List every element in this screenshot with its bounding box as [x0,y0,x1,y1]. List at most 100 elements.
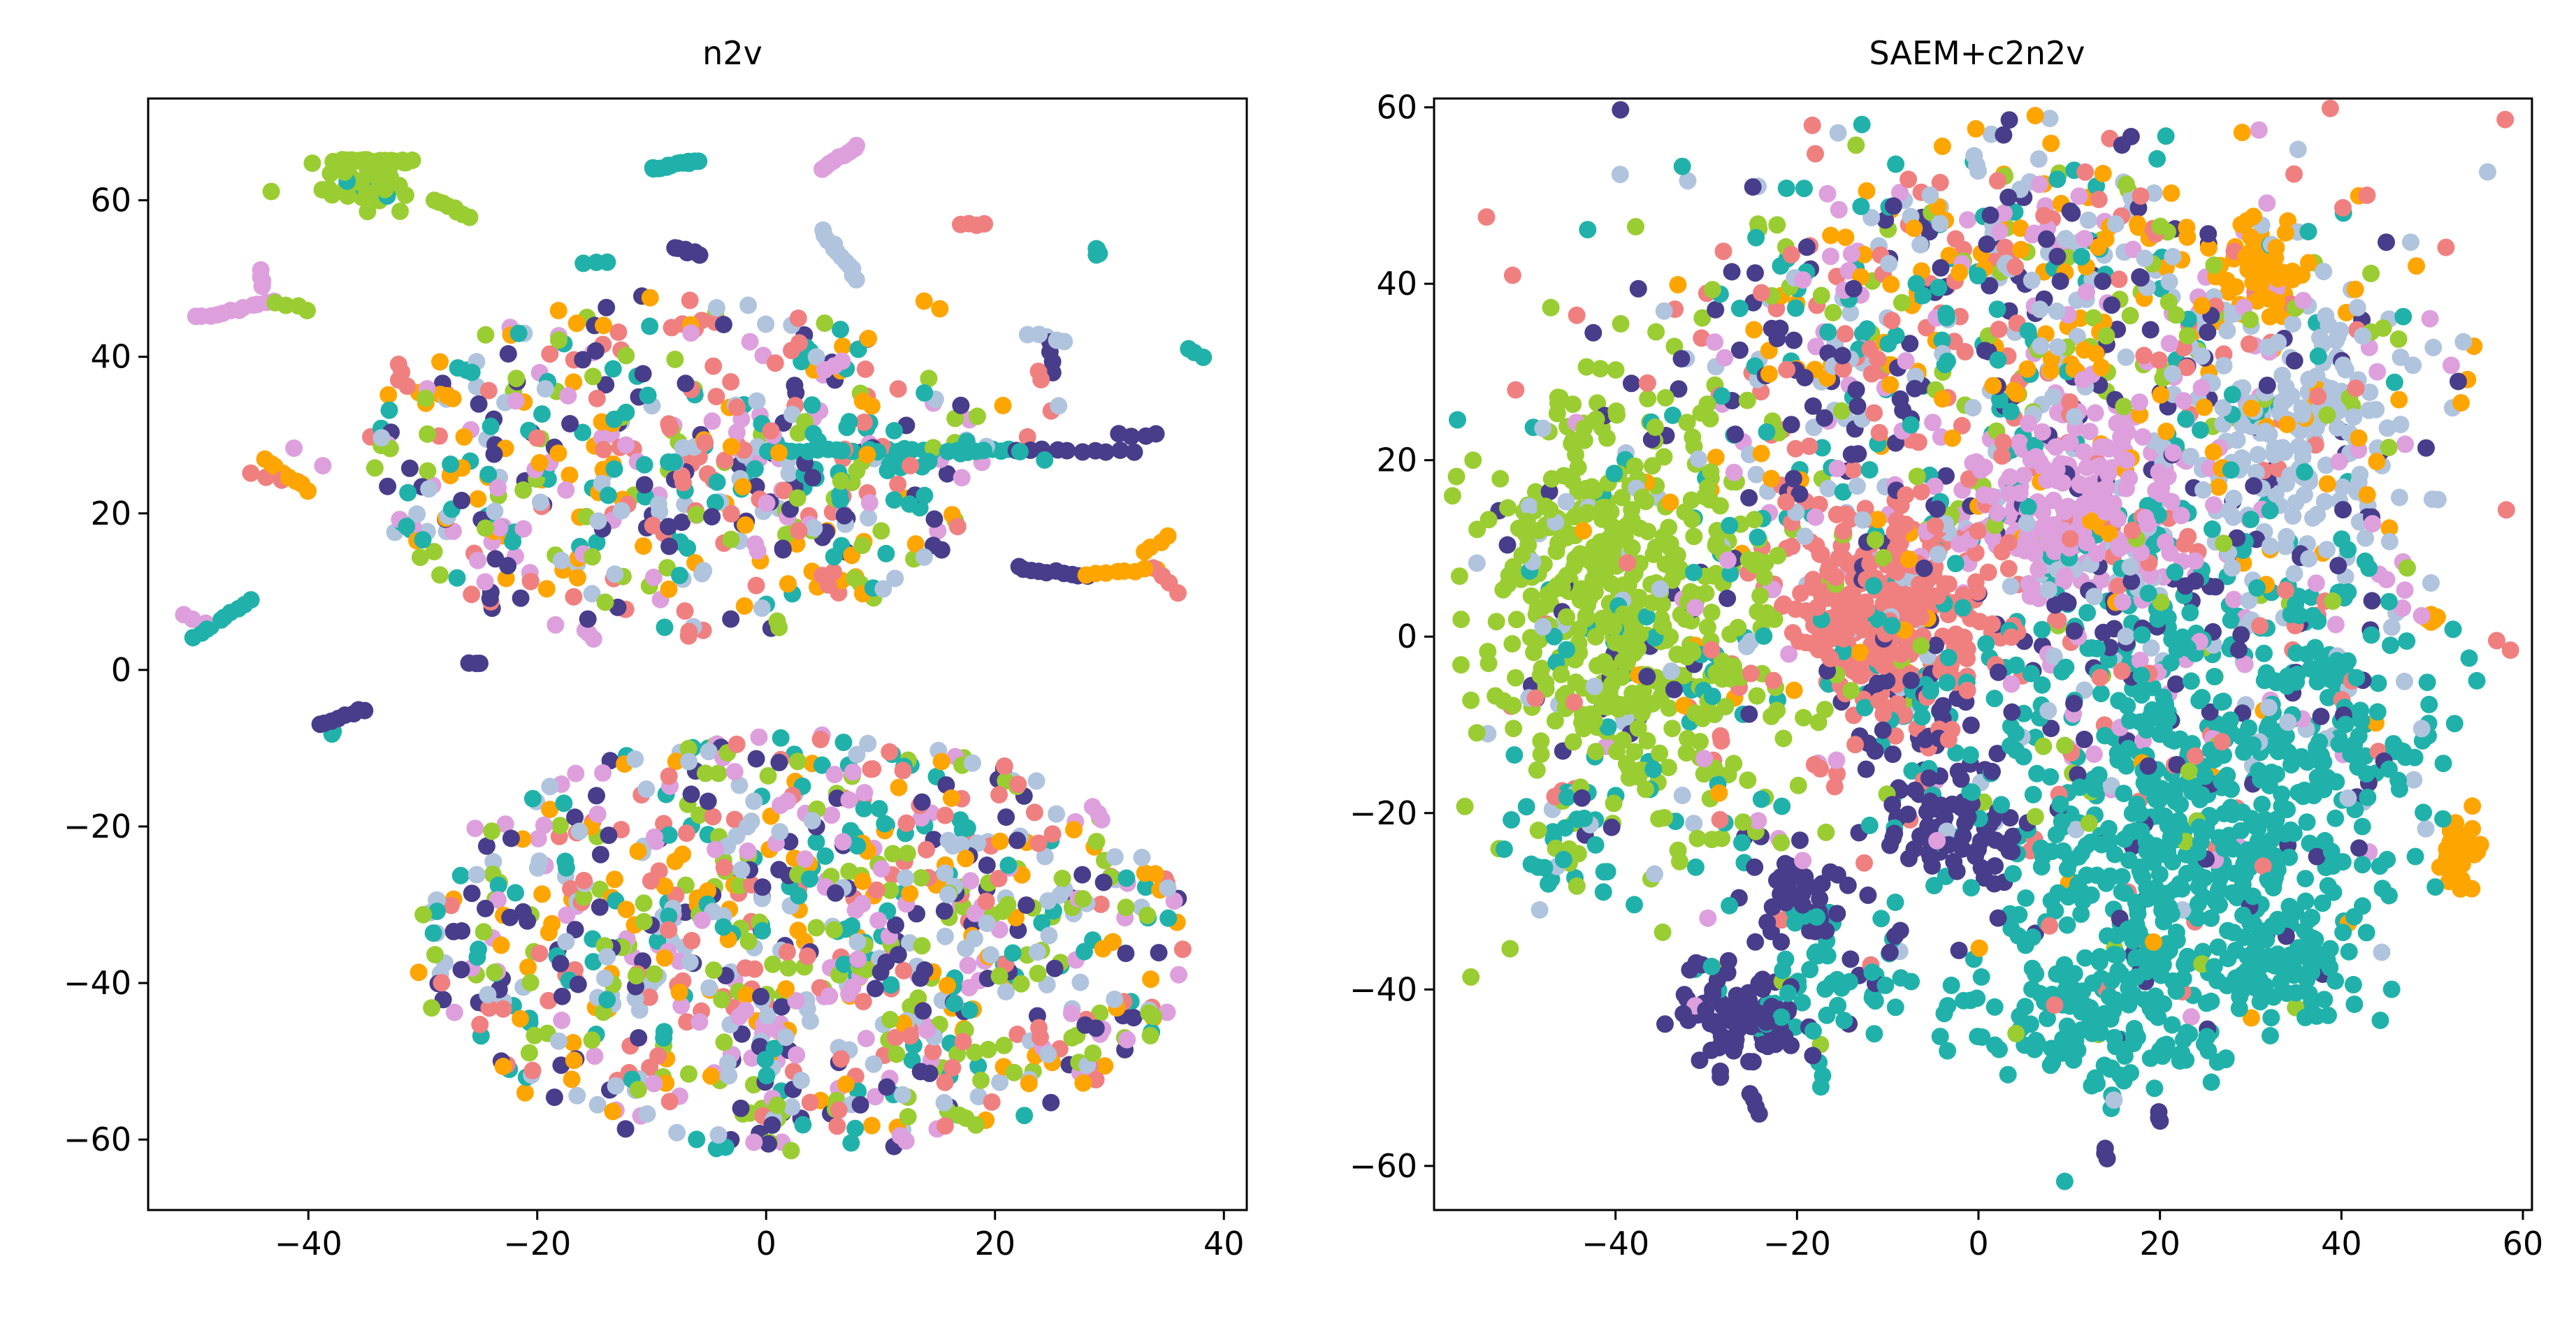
scatter-point [2327,809,2345,827]
scatter-point [2221,711,2239,729]
scatter-point [420,480,438,498]
scatter-point [1108,562,1127,581]
scatter-point [574,888,593,906]
scatter-point [2048,303,2066,320]
scatter-point [1816,409,1834,427]
scatter-point [2101,832,2119,850]
scatter-point [889,380,907,398]
scatter-point [1685,527,1703,546]
scatter-point [2205,256,2223,274]
scatter-point [954,1033,972,1051]
scatter-point [696,434,714,452]
scatter-point [2408,257,2426,275]
scatter-point [764,955,782,973]
scatter-point [870,800,888,818]
scatter-point [2103,296,2121,314]
scatter-point [881,1011,899,1028]
scatter-point [1032,1028,1049,1047]
scatter-point [807,919,825,937]
scatter-point [1577,505,1595,523]
scatter-point [2109,751,2127,769]
scatter-point [531,493,549,511]
scatter-point [2131,651,2149,669]
scatter-point [2315,493,2333,511]
scatter-point [1795,180,1813,198]
scatter-point [890,778,908,796]
scatter-point [520,1044,538,1062]
scatter-point [2155,688,2173,706]
scatter-point [999,857,1018,874]
scatter-point [2322,671,2340,689]
scatter-point [645,1074,663,1093]
scatter-point [390,371,407,389]
scatter-point [565,588,583,606]
scatter-point [1844,279,1862,298]
scatter-point [796,850,814,868]
scatter-point [1695,750,1714,768]
scatter-point [1748,687,1766,705]
scatter-point [1981,206,1999,224]
scatter-point [2255,644,2273,662]
scatter-point [1042,1093,1060,1112]
scatter-point [1564,395,1582,414]
scatter-point [313,181,331,199]
scatter-point [627,967,645,985]
scatter-point [2380,532,2398,551]
scatter-point [1881,376,1900,394]
scatter-point [669,239,687,257]
scatter-point [2497,501,2515,519]
scatter-point [315,714,333,732]
scatter-point [1552,665,1570,683]
scatter-point [1707,564,1725,583]
scatter-point [1985,690,2004,708]
scatter-point [2276,581,2294,599]
scatter-point [1955,586,1972,604]
scatter-point [720,1067,738,1085]
scatter-point [1637,608,1656,626]
scatter-point [1693,309,1712,327]
scatter-point [2368,363,2387,381]
scatter-point [2357,529,2375,547]
scatter-point [856,360,874,378]
scatter-point [479,381,498,400]
scatter-point [2334,356,2352,374]
scatter-point [287,472,305,490]
scatter-point [1958,650,1976,668]
scatter-point [894,1086,911,1104]
scatter-point [902,1027,920,1045]
scatter-point [569,569,586,587]
scatter-point [832,321,849,339]
scatter-point [588,787,605,805]
scatter-point [2303,963,2321,982]
scatter-point [2423,490,2441,509]
scatter-point [1074,890,1092,908]
scatter-point [783,342,801,360]
scatter-point [1906,781,1924,799]
scatter-point [2199,323,2217,341]
scatter-point [1685,564,1702,581]
scatter-point [1848,397,1867,415]
scatter-point [1595,653,1614,671]
scatter-point [1723,263,1741,281]
scatter-point [1914,286,1932,305]
scatter-point [2042,134,2060,152]
scatter-point [2092,438,2110,456]
scatter-point [848,745,866,764]
scatter-point [584,630,602,648]
scatter-point [899,1108,917,1125]
scatter-point [2308,673,2327,691]
scatter-point [1447,467,1466,486]
scatter-point [1020,1074,1038,1093]
scatter-point [419,425,437,443]
scatter-point [1613,488,1631,507]
scatter-point [1685,815,1703,833]
scatter-point [516,1084,534,1102]
scatter-point [1872,910,1890,928]
scatter-point [918,1021,936,1040]
scatter-point [1747,1098,1765,1116]
scatter-point [1173,940,1192,959]
scatter-point [555,794,573,813]
scatter-point [1793,993,1811,1012]
subplot-saem-c2n2v: SAEM+c2n2v −40 −20 0 20 40 60 −60−40−20020406… [1349,34,2543,1262]
scatter-point [2356,552,2374,570]
